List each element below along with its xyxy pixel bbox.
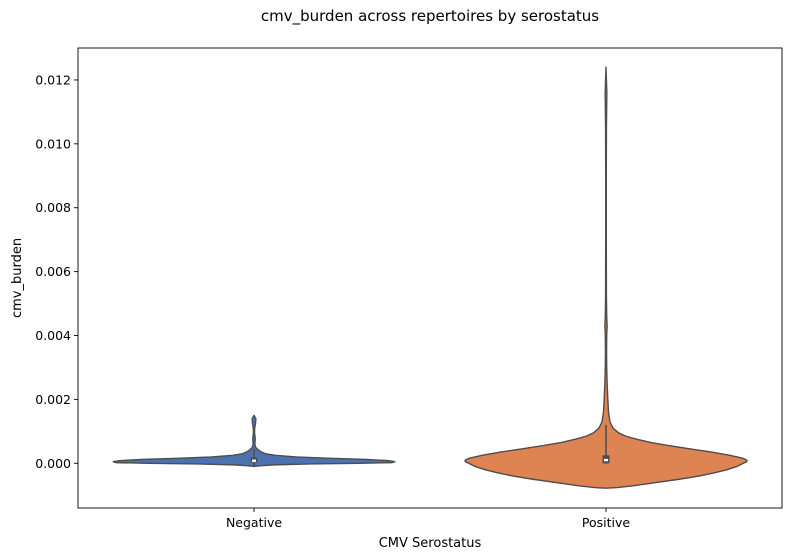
violin-positive <box>464 66 748 489</box>
chart-title: cmv_burden across repertoires by serosta… <box>261 7 599 26</box>
plot-frame <box>77 47 783 509</box>
x-tick-label: Negative <box>226 515 282 530</box>
violin-negative <box>112 414 396 468</box>
y-tick-label: 0.002 <box>35 392 71 407</box>
violin-median <box>604 458 608 462</box>
y-axis-label: cmv_burden <box>10 238 25 318</box>
x-axis: Negative Positive <box>226 508 630 530</box>
y-tick-label: 0.006 <box>35 264 71 279</box>
y-tick-label: 0.004 <box>35 328 71 343</box>
x-axis-label: CMV Serostatus <box>379 536 482 551</box>
y-axis: 0.000 0.002 0.004 0.006 0.008 0.010 0.012 <box>35 72 78 471</box>
violin-body <box>112 414 396 468</box>
x-tick-label: Positive <box>582 515 630 530</box>
y-tick-label: 0.010 <box>35 136 71 151</box>
y-tick-label: 0.000 <box>35 456 71 471</box>
violin-body <box>464 66 748 489</box>
violins-layer <box>112 66 748 489</box>
y-tick-label: 0.008 <box>35 200 71 215</box>
violin-median <box>252 459 256 462</box>
y-tick-label: 0.012 <box>35 72 71 87</box>
